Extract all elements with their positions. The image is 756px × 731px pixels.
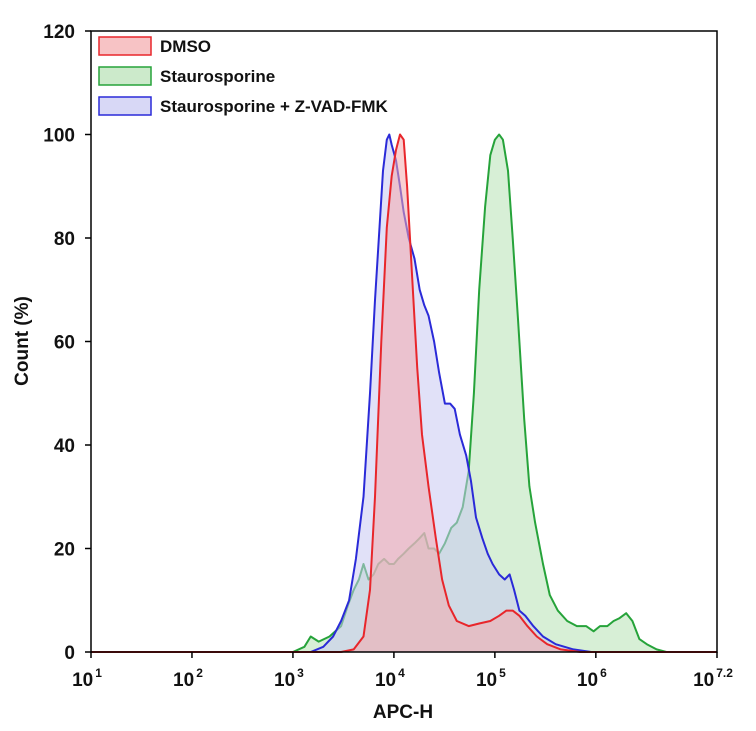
x-tick-label: 10 5 xyxy=(476,666,506,691)
x-tick-label: 10 7.2 xyxy=(693,666,733,691)
x-tick-label: 10 3 xyxy=(274,666,304,691)
y-tick-label: 80 xyxy=(54,229,75,250)
legend-label-staurosporine: Staurosporine xyxy=(160,67,275,86)
x-tick-label: 10 2 xyxy=(173,666,203,691)
y-tick-label: 20 xyxy=(54,540,75,561)
axis-ticks: 10 1 10 2 10 3 10 4 10 5 10 6 10 7.2 0 20 40 60 80 100 120 xyxy=(43,22,733,691)
y-tick-label: 100 xyxy=(43,126,75,147)
y-tick-label: 0 xyxy=(64,643,75,664)
x-axis-title: APC-H xyxy=(373,702,433,723)
legend-swatch-staurosporine-z-vad-fmk xyxy=(98,96,152,116)
y-tick-label: 120 xyxy=(43,22,75,43)
series-layer xyxy=(91,133,717,653)
x-tick-label: 10 6 xyxy=(577,666,607,691)
y-tick-label: 60 xyxy=(54,333,75,354)
x-tick-label: 10 4 xyxy=(375,666,405,691)
series-area-dmso xyxy=(91,134,717,652)
x-tick-label: 10 1 xyxy=(72,666,102,691)
y-axis-title: Count (%) xyxy=(12,296,33,386)
legend-label-staurosporine-z-vad-fmk: Staurosporine + Z-VAD-FMK xyxy=(160,97,388,116)
y-tick-label: 40 xyxy=(54,436,75,457)
legend: DMSO Staurosporine Staurosporine + Z-VAD-F… xyxy=(98,36,388,116)
series-line-dmso xyxy=(91,133,717,653)
legend-label-dmso: DMSO xyxy=(160,37,211,56)
legend-swatch-dmso xyxy=(98,36,152,56)
legend-swatch-staurosporine xyxy=(98,66,152,86)
series-line-staurosporine-z-vad-fmk xyxy=(91,133,717,653)
